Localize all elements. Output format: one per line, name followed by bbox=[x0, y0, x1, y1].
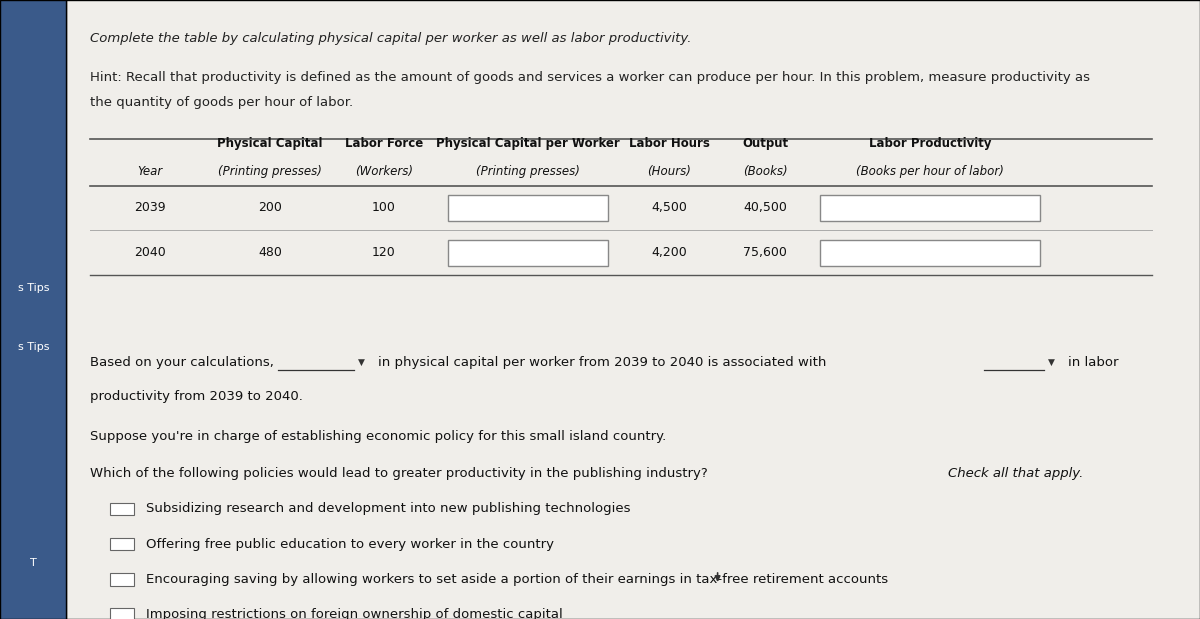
FancyBboxPatch shape bbox=[66, 0, 1200, 619]
Text: s Tips: s Tips bbox=[18, 283, 49, 293]
Text: Encouraging saving by allowing workers to set aside a portion of their earnings : Encouraging saving by allowing workers t… bbox=[146, 573, 888, 586]
Text: Which of the following policies would lead to greater productivity in the publis: Which of the following policies would le… bbox=[90, 467, 712, 480]
Text: Suppose you're in charge of establishing economic policy for this small island c: Suppose you're in charge of establishing… bbox=[90, 430, 666, 443]
Text: productivity from 2039 to 2040.: productivity from 2039 to 2040. bbox=[90, 389, 302, 403]
Text: 40,500: 40,500 bbox=[743, 201, 787, 215]
Text: Physical Capital per Worker: Physical Capital per Worker bbox=[436, 137, 620, 150]
FancyBboxPatch shape bbox=[448, 195, 608, 221]
Text: Output: Output bbox=[742, 137, 788, 150]
Text: 75,600: 75,600 bbox=[743, 246, 787, 259]
FancyBboxPatch shape bbox=[448, 240, 608, 266]
Text: Imposing restrictions on foreign ownership of domestic capital: Imposing restrictions on foreign ownersh… bbox=[146, 608, 563, 619]
Text: Based on your calculations,: Based on your calculations, bbox=[90, 355, 274, 369]
Text: Physical Capital: Physical Capital bbox=[217, 137, 323, 150]
Text: (Printing presses): (Printing presses) bbox=[218, 165, 322, 178]
Text: Labor Hours: Labor Hours bbox=[629, 137, 709, 150]
Text: s Tips: s Tips bbox=[18, 342, 49, 352]
Text: (Books per hour of labor): (Books per hour of labor) bbox=[856, 165, 1004, 178]
Text: Offering free public education to every worker in the country: Offering free public education to every … bbox=[146, 537, 554, 551]
FancyBboxPatch shape bbox=[0, 0, 66, 619]
Text: 4,500: 4,500 bbox=[652, 201, 686, 215]
Text: Complete the table by calculating physical capital per worker as well as labor p: Complete the table by calculating physic… bbox=[90, 32, 691, 45]
Text: (Workers): (Workers) bbox=[355, 165, 413, 178]
Text: (Hours): (Hours) bbox=[647, 165, 691, 178]
Text: Hint: Recall that productivity is defined as the amount of goods and services a : Hint: Recall that productivity is define… bbox=[90, 71, 1090, 84]
Text: Labor Productivity: Labor Productivity bbox=[869, 137, 991, 150]
Text: 480: 480 bbox=[258, 246, 282, 259]
FancyBboxPatch shape bbox=[820, 195, 1040, 221]
Text: Labor Force: Labor Force bbox=[344, 137, 424, 150]
Text: 2039: 2039 bbox=[134, 201, 166, 215]
Text: ▼: ▼ bbox=[1048, 358, 1055, 366]
Text: T: T bbox=[30, 558, 37, 568]
Text: 200: 200 bbox=[258, 201, 282, 215]
Text: the quantity of goods per hour of labor.: the quantity of goods per hour of labor. bbox=[90, 96, 353, 109]
FancyBboxPatch shape bbox=[110, 503, 134, 515]
Text: 4,200: 4,200 bbox=[652, 246, 686, 259]
FancyBboxPatch shape bbox=[820, 240, 1040, 266]
Text: in physical capital per worker from 2039 to 2040 is associated with: in physical capital per worker from 2039… bbox=[378, 355, 827, 369]
Text: Check all that apply.: Check all that apply. bbox=[948, 467, 1084, 480]
Text: Subsidizing research and development into new publishing technologies: Subsidizing research and development int… bbox=[146, 502, 631, 516]
Text: 2040: 2040 bbox=[134, 246, 166, 259]
Text: (Printing presses): (Printing presses) bbox=[476, 165, 580, 178]
Text: (Books): (Books) bbox=[743, 165, 787, 178]
FancyBboxPatch shape bbox=[110, 608, 134, 619]
Text: Year: Year bbox=[137, 165, 163, 178]
FancyBboxPatch shape bbox=[110, 573, 134, 586]
Text: 100: 100 bbox=[372, 201, 396, 215]
FancyBboxPatch shape bbox=[110, 538, 134, 550]
Text: 120: 120 bbox=[372, 246, 396, 259]
Text: in labor: in labor bbox=[1068, 355, 1118, 369]
Text: ▼: ▼ bbox=[358, 358, 365, 366]
